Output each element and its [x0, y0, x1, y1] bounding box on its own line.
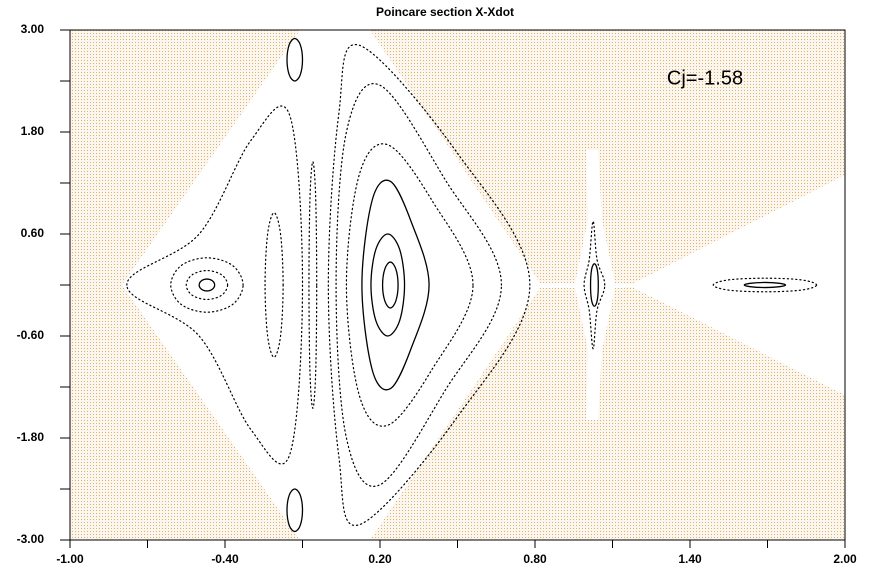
orbit: [126, 105, 304, 465]
orbit: [743, 281, 787, 289]
annotation: Cj=-1.58: [667, 67, 743, 89]
orbit: [712, 277, 818, 293]
orbit: [335, 83, 503, 487]
x-tick-label: -0.40: [211, 552, 239, 566]
orbit: [361, 179, 430, 391]
orbit: [345, 143, 474, 427]
allowed-region: [122, 30, 845, 540]
orbit: [370, 233, 406, 337]
x-tick-label: -1.00: [56, 552, 84, 566]
y-tick-label: 3.00: [21, 22, 45, 36]
orbit: [170, 257, 244, 313]
x-tick-label: 2.00: [833, 552, 857, 566]
orbit: [264, 212, 284, 358]
y-tick-label: -3.00: [17, 532, 45, 546]
y-tick-label: 1.80: [21, 124, 45, 138]
y-tick-label: -0.60: [17, 328, 45, 342]
orbit: [286, 488, 304, 533]
orbit: [583, 220, 606, 350]
y-tick-label: 0.60: [21, 226, 45, 240]
orbit: [185, 269, 229, 301]
x-tick-label: 0.20: [368, 552, 392, 566]
x-tick-label: 1.40: [678, 552, 702, 566]
orbit: [381, 261, 399, 309]
orbit: [286, 37, 304, 82]
chart-title: Poincare section X-Xdot: [376, 5, 514, 19]
orbit: [308, 161, 318, 409]
orbit: [198, 278, 216, 292]
orbit: [327, 44, 531, 526]
orbit: [589, 263, 599, 307]
orbits: [126, 37, 818, 533]
y-tick-label: -1.80: [17, 430, 45, 444]
x-tick-label: 0.80: [523, 552, 547, 566]
